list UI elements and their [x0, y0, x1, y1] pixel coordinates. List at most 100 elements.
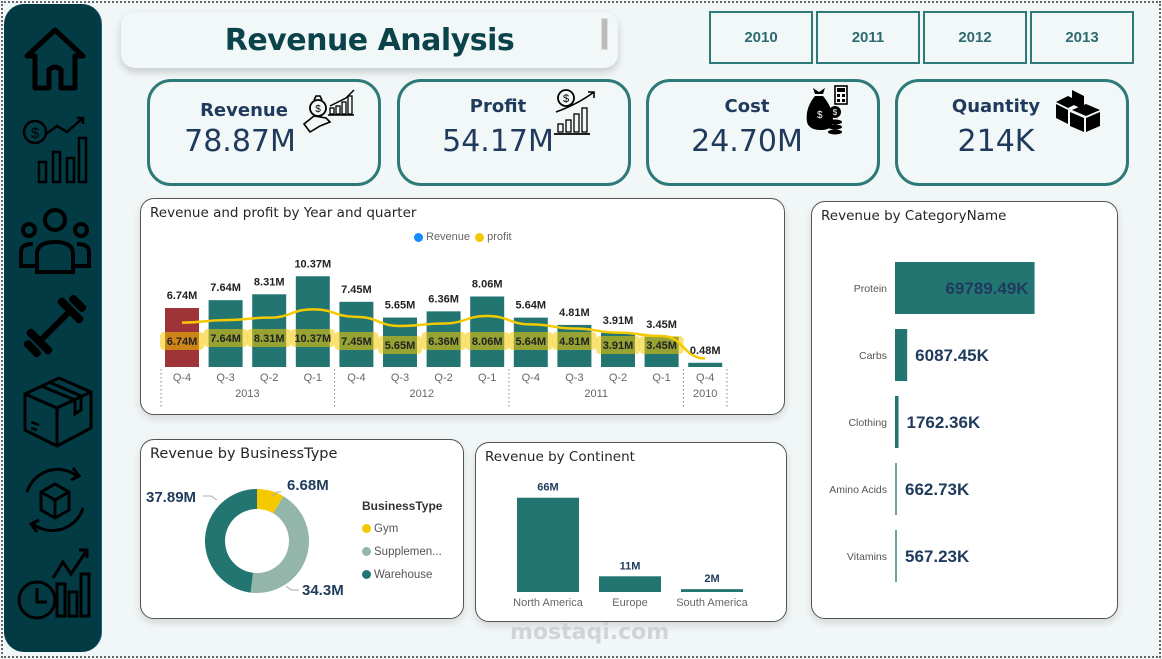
category-bar[interactable]	[895, 329, 908, 381]
profit-data-label: 8.31M	[254, 333, 285, 345]
dumbbell-icon	[23, 294, 87, 358]
bar-data-label: 3.45M	[646, 319, 677, 331]
sidebar-item-time-analysis[interactable]	[14, 544, 96, 624]
revenue-bar[interactable]	[688, 362, 723, 367]
revenue-bar[interactable]	[470, 296, 505, 367]
x-group-label: 2010	[693, 388, 717, 400]
legend-item-warehouse[interactable]: Warehouse	[362, 564, 442, 587]
sidebar-nav: $	[4, 4, 102, 652]
profit-data-label: 4.81M	[559, 336, 590, 348]
bar-data-label: 8.31M	[254, 276, 285, 288]
legend-item-revenue[interactable]: Revenue	[414, 231, 470, 243]
x-tick-label: Q-2	[609, 372, 627, 384]
revenue-category-card: Revenue by CategoryName Protein 69789.49K…	[811, 201, 1118, 619]
sidebar-item-inventory[interactable]	[14, 460, 96, 540]
bar-data-label: 567.23K	[905, 547, 970, 566]
x-tick-label: Q-4	[696, 372, 714, 384]
profit-data-label: 6.36M	[428, 336, 459, 348]
y-tick-label: Clothing	[848, 417, 887, 429]
bar-data-label: 7.64M	[210, 282, 241, 294]
donut-data-label: 6.68M	[287, 477, 329, 494]
profit-label-highlight	[334, 332, 379, 350]
x-tick-label: Q-2	[434, 372, 452, 384]
revenue-profit-quarter-card: Revenue and profit by Year and quarter R…	[140, 198, 785, 415]
legend-item-profit[interactable]: profit	[473, 231, 512, 243]
year-button-2010[interactable]: 2010	[709, 11, 813, 64]
revenue-bar[interactable]	[295, 276, 330, 367]
home-icon	[24, 27, 86, 91]
profit-label-highlight	[552, 332, 597, 350]
kpi-value: 54.17M	[442, 124, 554, 159]
scrollbar[interactable]	[601, 18, 608, 50]
profit-data-label: 10.37M	[294, 333, 331, 345]
donut-slice-gym[interactable]	[257, 489, 284, 514]
x-tick-label: Q-2	[260, 372, 278, 384]
x-tick-label: Europe	[612, 597, 647, 609]
legend-dot	[362, 547, 371, 557]
revenue-profit-chart: 6.74M 7.64M 8.31M 10.37M 7.45M 5.65M 6.36M 8.06…	[160, 258, 728, 407]
profit-data-label: 7.64M	[210, 333, 241, 345]
sidebar-item-products[interactable]	[14, 370, 96, 450]
leader-line	[285, 585, 299, 591]
chart-title: Revenue by BusinessType	[150, 446, 338, 462]
profit-data-label: 3.91M	[603, 340, 634, 352]
category-bar[interactable]	[895, 396, 899, 448]
x-group-label: 2013	[235, 388, 259, 400]
bar-data-label: 662.73K	[905, 480, 970, 499]
box-icon	[23, 376, 93, 448]
category-bar[interactable]	[895, 530, 897, 582]
kpi-card-revenue: Revenue 78.87M $	[147, 79, 381, 186]
watermark: mostaqi.com	[510, 620, 670, 645]
year-button-2012[interactable]: 2012	[923, 11, 1027, 64]
year-button-2013[interactable]: 2013	[1030, 11, 1134, 64]
sidebar-item-home[interactable]	[14, 18, 96, 98]
svg-text:$: $	[833, 108, 838, 117]
donut-slice-supplemen[interactable]	[250, 496, 309, 593]
year-button-2011[interactable]: 2011	[816, 11, 920, 64]
bar-data-label: 4.81M	[559, 307, 590, 319]
profit-line	[181, 308, 706, 360]
profit-data-label: 7.45M	[341, 336, 372, 348]
chart-title: Revenue and profit by Year and quarter	[150, 205, 417, 221]
category-bar[interactable]	[895, 463, 897, 515]
legend-item-supplements[interactable]: Supplemen...	[362, 541, 442, 564]
x-tick-label: Q-4	[522, 372, 540, 384]
continent-bar[interactable]	[517, 497, 579, 592]
profit-label-highlight	[290, 329, 335, 347]
sidebar-item-revenue[interactable]: $	[14, 110, 96, 190]
category-bar[interactable]	[895, 262, 1035, 314]
profit-label-highlight	[421, 332, 466, 350]
legend-item-gym[interactable]: Gym	[362, 518, 442, 541]
kpi-card-cost: Cost 24.70M $ $	[646, 79, 880, 186]
x-tick-label: Q-4	[173, 372, 191, 384]
svg-text:$: $	[817, 110, 823, 121]
profit-data-label: 5.64M	[516, 336, 547, 348]
legend-dot	[414, 232, 423, 242]
continent-bar[interactable]	[681, 589, 743, 592]
profit-label-highlight	[596, 336, 640, 354]
kpi-label: Revenue	[200, 100, 288, 121]
donut-slice-warehouse[interactable]	[204, 489, 257, 593]
sidebar-item-gym[interactable]	[14, 286, 96, 366]
bar-data-label: 8.06M	[472, 278, 503, 290]
bar-data-label: 11M	[620, 560, 641, 572]
y-tick-label: Carbs	[859, 350, 887, 362]
kpi-label: Profit	[469, 96, 527, 117]
sidebar-item-customers[interactable]	[14, 200, 96, 280]
donut-data-label: 37.89M	[146, 489, 196, 506]
title-card: Revenue Analysis	[121, 12, 618, 68]
dollar-chart-icon: $	[22, 116, 88, 184]
box-cycle-icon	[25, 467, 85, 533]
x-tick-label: Q-1	[304, 372, 322, 384]
profit-label-highlight	[160, 332, 204, 350]
dollar-growth-icon: $	[554, 89, 595, 135]
chart-legend: Revenue profit	[414, 231, 512, 243]
chart-title: Revenue by CategoryName	[821, 208, 1007, 224]
clock-chart-icon	[17, 548, 91, 620]
profit-label-highlight	[203, 329, 248, 347]
bar-data-label: 1762.36K	[907, 413, 981, 432]
bar-data-label: 10.37M	[294, 258, 331, 270]
kpi-label: Cost	[724, 96, 770, 117]
continent-bar[interactable]	[599, 576, 661, 592]
boxes-icon	[1056, 90, 1100, 132]
